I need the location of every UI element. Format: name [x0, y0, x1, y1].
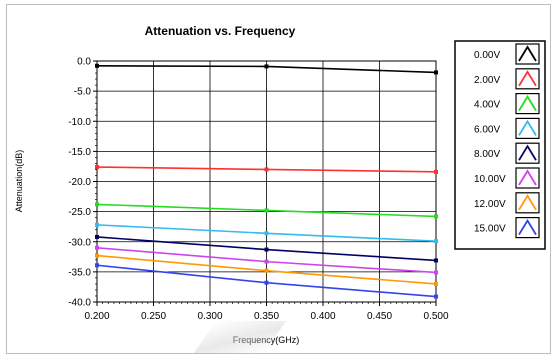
legend: 0.00V 2.00V 4.00V 6.00V 8.00V 10.00V 12.00V 15.… [454, 40, 546, 250]
chart-svg: 0.0 -5.0 -10.0 -15.0 -20.0 -25.0 -30.0 -35.0 -40… [14, 24, 546, 345]
legend-label: 6.00V [474, 124, 500, 135]
data-point [95, 222, 99, 227]
legend-swatch [515, 68, 540, 90]
data-point [434, 70, 438, 75]
legend-marker-line [518, 144, 537, 161]
data-point [434, 281, 438, 286]
x-tick-label: 0.400 [310, 311, 335, 322]
y-tick-label: -20.0 [68, 177, 91, 188]
x-tick-label: 0.350 [254, 311, 279, 322]
legend-marker-line [518, 119, 537, 136]
y-tick-label: 0.0 [77, 57, 91, 68]
legend-swatch [515, 142, 540, 164]
y-tick-label: -5.0 [74, 87, 92, 98]
legend-marker-line [518, 45, 537, 62]
data-point [264, 167, 269, 172]
x-tick-label: 0.300 [197, 311, 222, 322]
legend-label: 10.00V [474, 174, 506, 185]
data-point [434, 169, 438, 174]
data-point [434, 258, 438, 263]
y-tick-label: -30.0 [68, 237, 91, 248]
data-point [95, 253, 99, 258]
data-point [95, 234, 99, 239]
data-point [264, 259, 269, 264]
data-point [95, 63, 99, 68]
chart-title: Attenuation vs. Frequency [145, 24, 296, 38]
legend-label: 8.00V [474, 149, 500, 160]
legend-label: 12.00V [474, 199, 506, 210]
legend-marker-line [518, 94, 537, 112]
legend-marker-line [518, 194, 537, 211]
legend-swatch [515, 217, 540, 239]
data-point [264, 268, 269, 273]
data-point [264, 280, 269, 285]
legend-swatch [515, 117, 540, 140]
y-axis-label: Attenuation(dB) [14, 150, 24, 213]
data-point [95, 202, 99, 207]
x-tick-label: 0.500 [423, 311, 448, 322]
data-point [264, 231, 269, 236]
data-point [264, 64, 269, 69]
y-tick-label: -40.0 [68, 298, 91, 309]
legend-label: 4.00V [474, 100, 500, 111]
data-point [434, 214, 438, 219]
legend-swatch [515, 92, 540, 115]
x-axis-label: Frequency(GHz) [233, 335, 300, 345]
legend-marker-line [518, 70, 537, 87]
x-tick-label: 0.250 [141, 311, 166, 322]
data-point [95, 165, 99, 170]
legend-swatch [515, 43, 540, 65]
data-point [264, 208, 269, 213]
chart-frame: 0.0 -5.0 -10.0 -15.0 -20.0 -25.0 -30.0 -35.0 -40… [6, 4, 551, 354]
legend-label: 0.00V [474, 50, 500, 61]
data-point [434, 294, 438, 299]
data-point [264, 247, 269, 252]
legend-label: 2.00V [474, 75, 500, 86]
data-point [95, 263, 99, 268]
legend-marker-line [518, 169, 537, 186]
x-axis-ticks: 0.200 0.250 0.300 0.350 0.400 0.450 0.500 [84, 302, 449, 322]
minor-ticks [95, 66, 431, 304]
y-tick-label: -25.0 [68, 207, 91, 218]
y-axis-ticks: 0.0 -5.0 -10.0 -15.0 -20.0 -25.0 -30.0 -35.0 -40… [68, 57, 97, 309]
legend-swatch [515, 167, 540, 189]
data-point [434, 270, 438, 275]
y-tick-label: -35.0 [68, 267, 91, 278]
y-tick-label: -15.0 [68, 147, 91, 158]
legend-swatch [515, 192, 540, 214]
data-point [95, 245, 99, 250]
series-layer [95, 63, 438, 299]
x-tick-label: 0.200 [84, 311, 109, 322]
data-point [434, 239, 438, 244]
y-tick-label: -10.0 [68, 117, 91, 128]
x-tick-label: 0.450 [367, 311, 392, 322]
legend-label: 15.00V [474, 224, 506, 235]
legend-marker-line [518, 218, 537, 236]
